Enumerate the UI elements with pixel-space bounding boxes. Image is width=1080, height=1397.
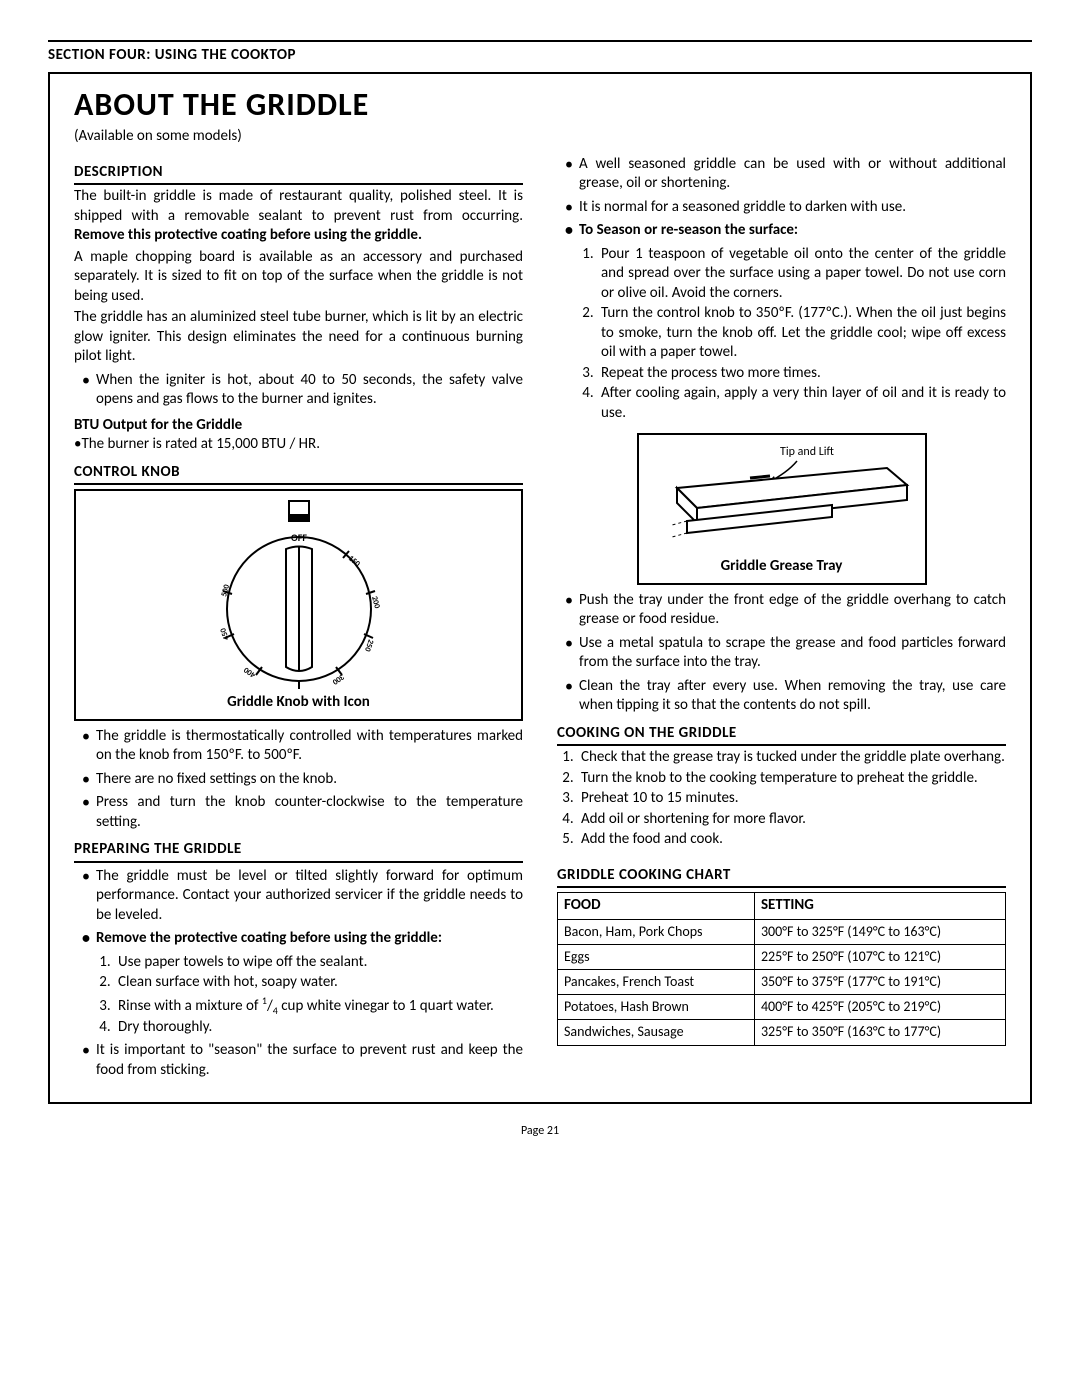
cook-s2: Turn the knob to the cooking temperature… bbox=[577, 769, 1006, 789]
page-title: ABOUT THE GRIDDLE bbox=[74, 84, 1006, 126]
prep-b2: Remove the protective coating before usi… bbox=[74, 929, 523, 949]
table-row: Pancakes, French Toast350°F to 375°F (17… bbox=[558, 969, 1006, 994]
cell-setting: 350°F to 375°F (177°C to 191°C) bbox=[754, 969, 1005, 994]
cell-food: Eggs bbox=[558, 944, 755, 969]
knob-svg: OFF 150 200 250 300 350 400 450 500 bbox=[174, 499, 424, 689]
page-border: ABOUT THE GRIDDLE (Available on some mod… bbox=[48, 72, 1032, 1105]
cell-food: Pancakes, French Toast bbox=[558, 969, 755, 994]
cell-setting: 300°F to 325°F (149°C to 163°C) bbox=[754, 919, 1005, 944]
cooking-chart-table: FOOD SETTING Bacon, Ham, Pork Chops300°F… bbox=[557, 892, 1006, 1045]
tray-svg: Tip and Lift bbox=[652, 443, 912, 553]
cook-s5: Add the food and cook. bbox=[577, 830, 1006, 850]
svg-text:Tip and Lift: Tip and Lift bbox=[780, 445, 834, 459]
cell-food: Bacon, Ham, Pork Chops bbox=[558, 919, 755, 944]
desc-p3: The griddle has an aluminized steel tube… bbox=[74, 308, 523, 367]
desc-p2: A maple chopping board is available as a… bbox=[74, 248, 523, 307]
prep-s1: Use paper towels to wipe off the sealant… bbox=[114, 953, 523, 973]
tray-b3: Clean the tray after every use. When rem… bbox=[557, 677, 1006, 716]
left-column: DESCRIPTION The built-in griddle is made… bbox=[74, 155, 523, 1085]
knob-diagram: OFF 150 200 250 300 350 400 450 500 bbox=[74, 489, 523, 721]
page-number: Page 21 bbox=[48, 1124, 1032, 1140]
btu-label: BTU Output for the Griddle bbox=[74, 416, 523, 436]
season-s3: Repeat the process two more times. bbox=[597, 364, 1006, 384]
right-b1: A well seasoned griddle can be used with… bbox=[557, 155, 1006, 194]
desc-bullet-1: When the igniter is hot, about 40 to 50 … bbox=[74, 371, 523, 410]
right-column: A well seasoned griddle can be used with… bbox=[557, 155, 1006, 1085]
tray-b2: Use a metal spatula to scrape the grease… bbox=[557, 634, 1006, 673]
table-row: Potatoes, Hash Brown400°F to 425°F (205°… bbox=[558, 995, 1006, 1020]
svg-text:OFF: OFF bbox=[291, 531, 307, 544]
prep-b3: It is important to "season" the surface … bbox=[74, 1041, 523, 1080]
knob-b1: The griddle is thermostatically controll… bbox=[74, 727, 523, 766]
cell-setting: 225°F to 250°F (107°C to 121°C) bbox=[754, 944, 1005, 969]
btu-text: •The burner is rated at 15,000 BTU / HR. bbox=[74, 435, 523, 455]
right-b2: It is normal for a seasoned griddle to d… bbox=[557, 198, 1006, 218]
section-label: SECTION FOUR: USING THE COOKTOP bbox=[48, 46, 1032, 66]
table-row: Eggs225°F to 250°F (107°C to 121°C) bbox=[558, 944, 1006, 969]
knob-b3: Press and turn the knob counter-clockwis… bbox=[74, 793, 523, 832]
right-b3: To Season or re-season the surface: bbox=[557, 221, 1006, 241]
control-knob-heading: CONTROL KNOB bbox=[74, 463, 523, 486]
th-setting: SETTING bbox=[754, 893, 1005, 920]
subtitle: (Available on some models) bbox=[74, 127, 1006, 147]
cook-s1: Check that the grease tray is tucked und… bbox=[577, 748, 1006, 768]
cooking-heading: COOKING ON THE GRIDDLE bbox=[557, 724, 1006, 747]
cook-s3: Preheat 10 to 15 minutes. bbox=[577, 789, 1006, 809]
cook-s4: Add oil or shortening for more flavor. bbox=[577, 810, 1006, 830]
desc-p1: The built-in griddle is made of restaura… bbox=[74, 187, 523, 246]
cell-food: Potatoes, Hash Brown bbox=[558, 995, 755, 1020]
preparing-heading: PREPARING THE GRIDDLE bbox=[74, 840, 523, 863]
prep-s2: Clean surface with hot, soapy water. bbox=[114, 973, 523, 993]
tray-diagram: Tip and Lift Griddle Grease T bbox=[637, 433, 927, 585]
season-s2: Turn the control knob to 350ºF. (177ºC.)… bbox=[597, 304, 1006, 363]
cell-setting: 400°F to 425°F (205°C to 219°C) bbox=[754, 995, 1005, 1020]
svg-text:300: 300 bbox=[330, 672, 346, 687]
table-row: Sandwiches, Sausage325°F to 350°F (163°C… bbox=[558, 1020, 1006, 1045]
tray-caption: Griddle Grease Tray bbox=[649, 557, 915, 577]
chart-heading: GRIDDLE COOKING CHART bbox=[557, 866, 1006, 889]
prep-b1: The griddle must be level or tilted slig… bbox=[74, 867, 523, 926]
season-s1: Pour 1 teaspoon of vegetable oil onto th… bbox=[597, 245, 1006, 304]
cell-setting: 325°F to 350°F (163°C to 177°C) bbox=[754, 1020, 1005, 1045]
th-food: FOOD bbox=[558, 893, 755, 920]
prep-s4: Dry thoroughly. bbox=[114, 1018, 523, 1038]
table-row: Bacon, Ham, Pork Chops300°F to 325°F (14… bbox=[558, 919, 1006, 944]
svg-text:500: 500 bbox=[219, 584, 232, 598]
knob-b2: There are no fixed settings on the knob. bbox=[74, 770, 523, 790]
prep-s3: Rinse with a mixture of 1/4 cup white vi… bbox=[114, 994, 523, 1017]
cell-food: Sandwiches, Sausage bbox=[558, 1020, 755, 1045]
tray-b1: Push the tray under the front edge of th… bbox=[557, 591, 1006, 630]
knob-caption: Griddle Knob with Icon bbox=[86, 693, 511, 713]
description-heading: DESCRIPTION bbox=[74, 163, 523, 186]
season-s4: After cooling again, apply a very thin l… bbox=[597, 384, 1006, 423]
